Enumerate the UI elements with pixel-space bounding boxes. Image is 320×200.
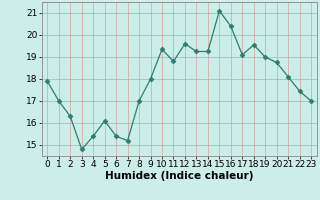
- X-axis label: Humidex (Indice chaleur): Humidex (Indice chaleur): [105, 171, 253, 181]
